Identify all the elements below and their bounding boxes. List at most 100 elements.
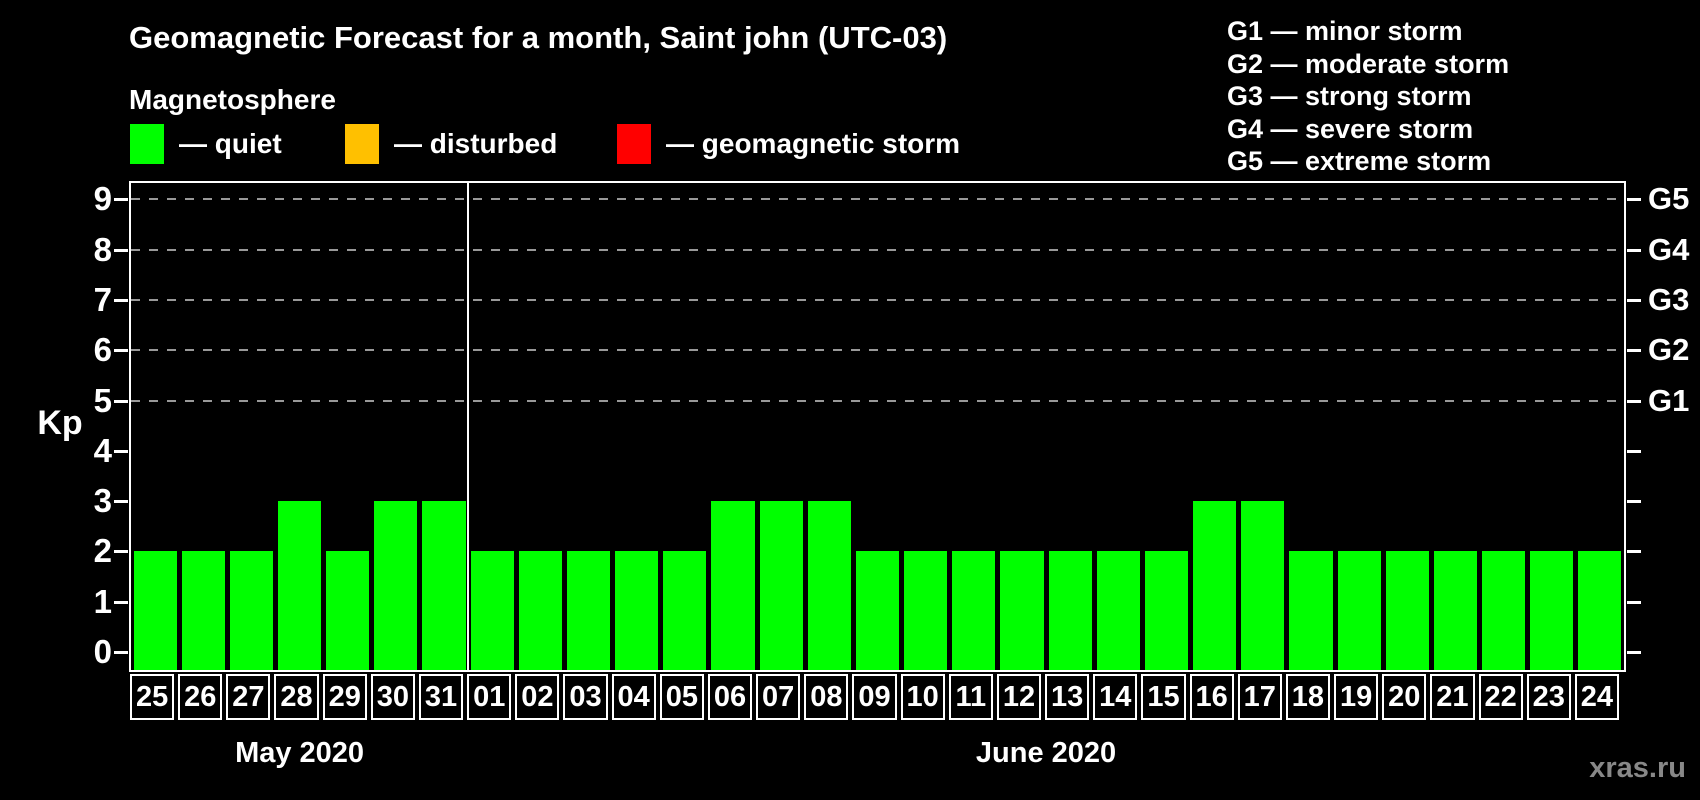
kp-bar-day-11 <box>952 551 996 670</box>
kp-bar-day-22 <box>1482 551 1526 670</box>
kp-bar-day-08 <box>807 501 851 670</box>
right-axis-tick <box>1627 550 1641 554</box>
kp-bar-day-14 <box>1096 551 1140 670</box>
day-label-02: 02 <box>515 674 560 720</box>
kp-bar-day-25 <box>133 551 177 670</box>
left-axis-tick <box>114 449 128 453</box>
kp-bar-day-19 <box>1337 551 1381 670</box>
day-label-05: 05 <box>659 674 704 720</box>
day-label-03: 03 <box>563 674 608 720</box>
gridline-kp7 <box>131 298 1624 301</box>
kp-bar-day-29 <box>326 551 370 670</box>
kp-tick-label-9: 9 <box>93 180 112 218</box>
left-axis-tick <box>114 500 128 504</box>
kp-tick-label-7: 7 <box>93 280 112 318</box>
day-label-23: 23 <box>1526 674 1571 720</box>
kp-bar-day-12 <box>1000 551 1044 670</box>
storm-scale-line: G2 — moderate storm <box>1227 48 1510 79</box>
storm-scale-line: G4 — severe storm <box>1227 113 1474 144</box>
kp-bar-day-04 <box>615 551 659 670</box>
legend-item-label: — geomagnetic storm <box>666 128 961 159</box>
day-label-20: 20 <box>1382 674 1427 720</box>
kp-bar-day-06 <box>711 501 755 670</box>
kp-bar-day-01 <box>470 551 514 670</box>
right-axis-tick <box>1627 600 1641 604</box>
kp-tick-label-1: 1 <box>93 582 112 620</box>
chart-title: Geomagnetic Forecast for a month, Saint … <box>129 20 948 55</box>
left-axis-tick <box>114 248 128 252</box>
day-label-09: 09 <box>852 674 897 720</box>
day-label-17: 17 <box>1237 674 1282 720</box>
right-axis-tick <box>1627 349 1641 353</box>
gridline-kp8 <box>131 248 1624 251</box>
kp-tick-label-0: 0 <box>93 633 112 670</box>
day-label-07: 07 <box>756 674 801 720</box>
day-label-06: 06 <box>707 674 753 720</box>
kp-bar-day-10 <box>904 551 948 670</box>
left-axis-tick <box>114 349 128 353</box>
day-label-19: 19 <box>1334 674 1379 720</box>
day-label-12: 12 <box>996 674 1042 720</box>
day-label-04: 04 <box>611 674 656 720</box>
kp-bar-day-21 <box>1433 551 1477 670</box>
kp-bar-day-16 <box>1193 501 1237 670</box>
legend-item: — quiet <box>130 124 282 164</box>
kp-tick-label-6: 6 <box>93 331 112 369</box>
day-label-08: 08 <box>804 674 849 720</box>
storm-scale-line: G1 — minor storm <box>1227 16 1463 46</box>
legend-color-swatch <box>345 124 379 164</box>
kp-tick-label-2: 2 <box>93 532 112 570</box>
legend-item-label: — disturbed <box>394 128 558 159</box>
g-scale-label-g3: G3 <box>1648 281 1690 317</box>
day-axis: 25 26 27 28 29 30 31 01 02 03 04 05 06 07 08 09 10 11 12 13… <box>129 674 1626 724</box>
kp-bar-day-05 <box>663 551 707 670</box>
day-label-28: 28 <box>274 674 319 720</box>
day-label-22: 22 <box>1478 674 1523 720</box>
legend-item-label: — quiet <box>179 128 282 159</box>
day-label-16: 16 <box>1189 674 1234 720</box>
month-label-june: June 2020 <box>975 737 1117 769</box>
g-scale-label-g2: G2 <box>1648 332 1690 368</box>
right-axis-tick <box>1627 399 1641 403</box>
kp-bar-day-20 <box>1385 551 1429 670</box>
legend-item: — geomagnetic storm <box>617 124 960 164</box>
kp-tick-label-4: 4 <box>93 431 112 469</box>
day-label-21: 21 <box>1430 674 1475 720</box>
kp-bar-day-30 <box>374 501 418 670</box>
kp-bar-day-27 <box>229 551 273 670</box>
left-axis-tick <box>114 399 128 403</box>
kp-tick-label-8: 8 <box>93 230 112 268</box>
day-label-14: 14 <box>1093 674 1138 720</box>
kp-bar-day-17 <box>1241 501 1285 670</box>
gridline-kp5 <box>131 399 1624 402</box>
left-axis-tick <box>114 600 128 604</box>
day-label-01: 01 <box>467 674 512 720</box>
plot-area <box>114 181 1641 672</box>
day-label-25: 25 <box>130 674 175 720</box>
storm-scale-legend: G1 — minor storm G2 — moderate storm G3 — … <box>1227 15 1509 178</box>
day-label-13: 13 <box>1045 674 1090 720</box>
legend-color-swatch <box>130 124 164 164</box>
legend-item: — disturbed <box>345 124 557 164</box>
day-label-11: 11 <box>948 674 993 720</box>
kp-tick-label-3: 3 <box>93 482 112 520</box>
day-label-24: 24 <box>1574 674 1619 720</box>
g-scale-label-g5: G5 <box>1648 181 1690 217</box>
magnetosphere-label: Magnetosphere <box>129 84 336 115</box>
legend-color-swatch <box>617 124 651 164</box>
left-axis-tick <box>114 298 128 302</box>
kp-bar-day-23 <box>1530 551 1574 670</box>
gridline-kp9 <box>131 198 1624 201</box>
storm-scale-line: G5 — extreme storm <box>1227 146 1492 176</box>
storm-scale-line: G3 — strong storm <box>1227 81 1472 111</box>
kp-bar-day-07 <box>759 501 803 670</box>
month-label-may: May 2020 <box>235 737 365 769</box>
left-axis-tick <box>114 651 128 654</box>
day-label-10: 10 <box>900 674 945 720</box>
day-label-27: 27 <box>226 674 271 720</box>
day-label-26: 26 <box>178 674 223 720</box>
right-axis-tick <box>1627 500 1641 504</box>
g-scale-label-g4: G4 <box>1648 231 1690 267</box>
right-axis-tick <box>1627 449 1641 453</box>
